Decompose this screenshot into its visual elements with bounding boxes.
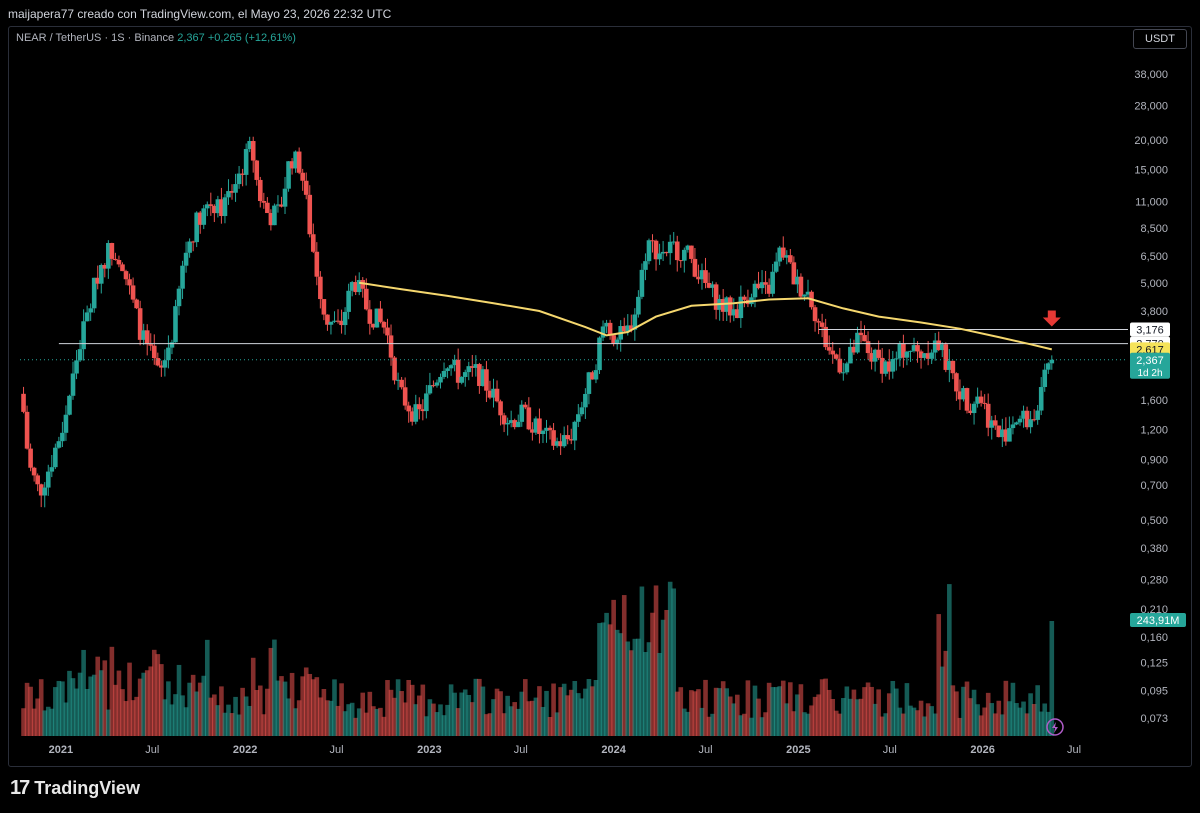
symbol-legend: NEAR / TetherUS · 1S · Binance 2,367 +0,… bbox=[16, 32, 296, 44]
logo-mark: 17 bbox=[10, 777, 30, 799]
tradingview-logo[interactable]: 17 TradingView bbox=[10, 777, 140, 800]
symbol-name: NEAR / TetherUS · 1S · Binance bbox=[16, 32, 175, 44]
price-change: +0,265 (+12,61%) bbox=[207, 32, 296, 44]
last-price: 2,367 bbox=[177, 32, 205, 44]
chart-panel[interactable] bbox=[8, 26, 1192, 767]
logo-text: TradingView bbox=[34, 778, 140, 798]
currency-button[interactable]: USDT bbox=[1133, 29, 1187, 49]
attribution-text: maijapera77 creado con TradingView.com, … bbox=[8, 7, 392, 21]
